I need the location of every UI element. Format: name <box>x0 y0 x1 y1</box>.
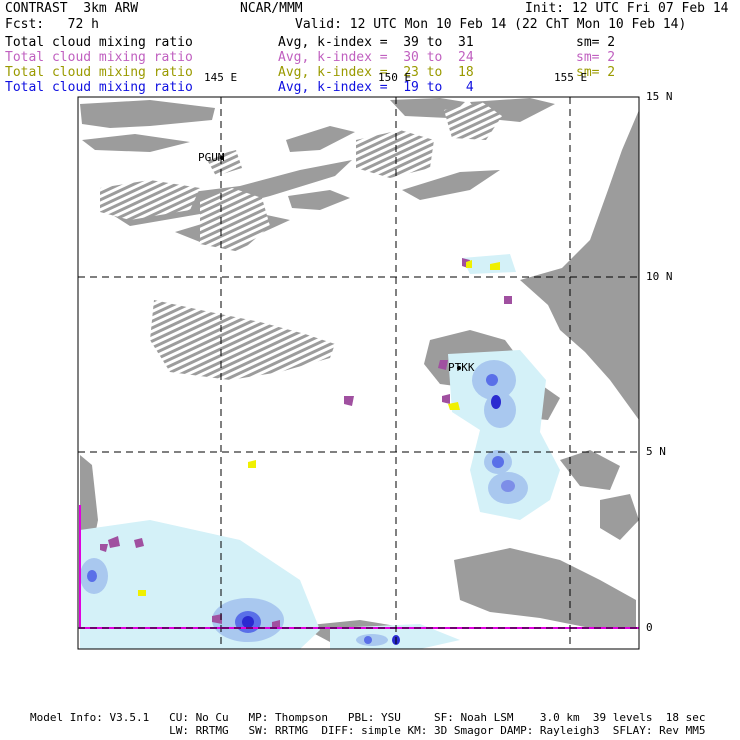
header-valid-time: Valid: 12 UTC Mon 10 Feb 14 (22 ChT Mon … <box>295 17 687 32</box>
header-model-name: CONTRAST 3km ARW <box>5 1 139 16</box>
legend-field-2: Total cloud mixing ratio <box>5 50 193 65</box>
station-marker-ptkk <box>457 366 461 370</box>
header-forecast-hour: Fcst: 72 h <box>5 17 99 32</box>
map-frame <box>77 96 640 650</box>
legend-sm-3: sm= 2 <box>576 65 616 80</box>
legend-sm-2: sm= 2 <box>576 50 616 65</box>
legend-field-4: Total cloud mixing ratio <box>5 80 193 95</box>
legend-stat-4: Avg, k-index = 19 to 4 <box>278 80 474 95</box>
lon-label-155e: 155 E <box>554 71 588 84</box>
lon-label-150e: 150 E <box>378 71 412 84</box>
legend-stat-1: Avg, k-index = 39 to 31 <box>278 35 474 50</box>
header-institution: NCAR/MMM <box>240 1 303 16</box>
legend-field-1: Total cloud mixing ratio <box>5 35 193 50</box>
lat-label-5n: 5 N <box>646 445 666 458</box>
legend-field-3: Total cloud mixing ratio <box>5 65 193 80</box>
station-marker-pgum <box>220 156 224 160</box>
legend-stat-3: Avg, k-index = 23 to 18 <box>278 65 474 80</box>
lat-label-0: 0 <box>646 621 653 634</box>
legend-stat-2: Avg, k-index = 30 to 24 <box>278 50 474 65</box>
lat-label-10n: 10 N <box>646 270 673 283</box>
legend-sm-1: sm= 2 <box>576 35 616 50</box>
header-init-time: Init: 12 UTC Fri 07 Feb 14 <box>525 1 729 16</box>
station-label-pgum: PGUM <box>198 151 225 164</box>
cloud-streets <box>100 102 502 380</box>
lat-label-15n: 15 N <box>646 90 673 103</box>
lon-label-145e: 145 E <box>204 71 238 84</box>
footer-model-info: Model Info: V3.5.1 CU: No Cu MP: Thompso… <box>30 711 706 724</box>
cloud-yellow-patches <box>138 260 500 596</box>
station-label-ptkk: PTKK <box>448 361 475 374</box>
footer-physics-info: LW: RRTMG SW: RRTMG DIFF: simple KM: 3D … <box>30 724 706 737</box>
lat-lon-grid <box>78 97 639 649</box>
